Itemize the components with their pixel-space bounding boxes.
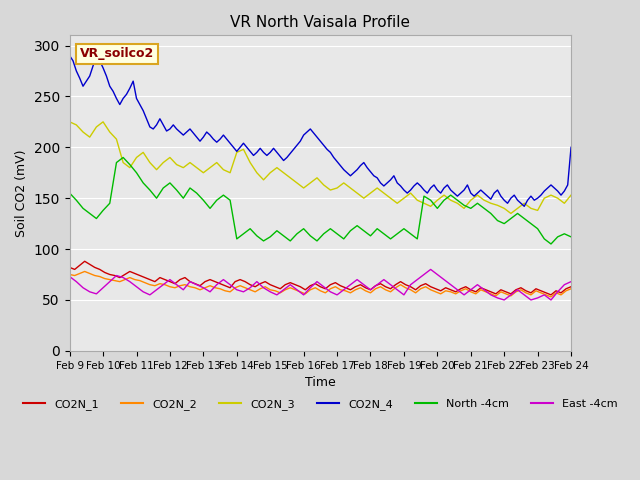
X-axis label: Time: Time: [305, 376, 336, 389]
Y-axis label: Soil CO2 (mV): Soil CO2 (mV): [15, 149, 28, 237]
Text: VR_soilco2: VR_soilco2: [80, 48, 154, 60]
Title: VR North Vaisala Profile: VR North Vaisala Profile: [230, 15, 410, 30]
Legend: CO2N_1, CO2N_2, CO2N_3, CO2N_4, North -4cm, East -4cm: CO2N_1, CO2N_2, CO2N_3, CO2N_4, North -4…: [19, 395, 622, 415]
